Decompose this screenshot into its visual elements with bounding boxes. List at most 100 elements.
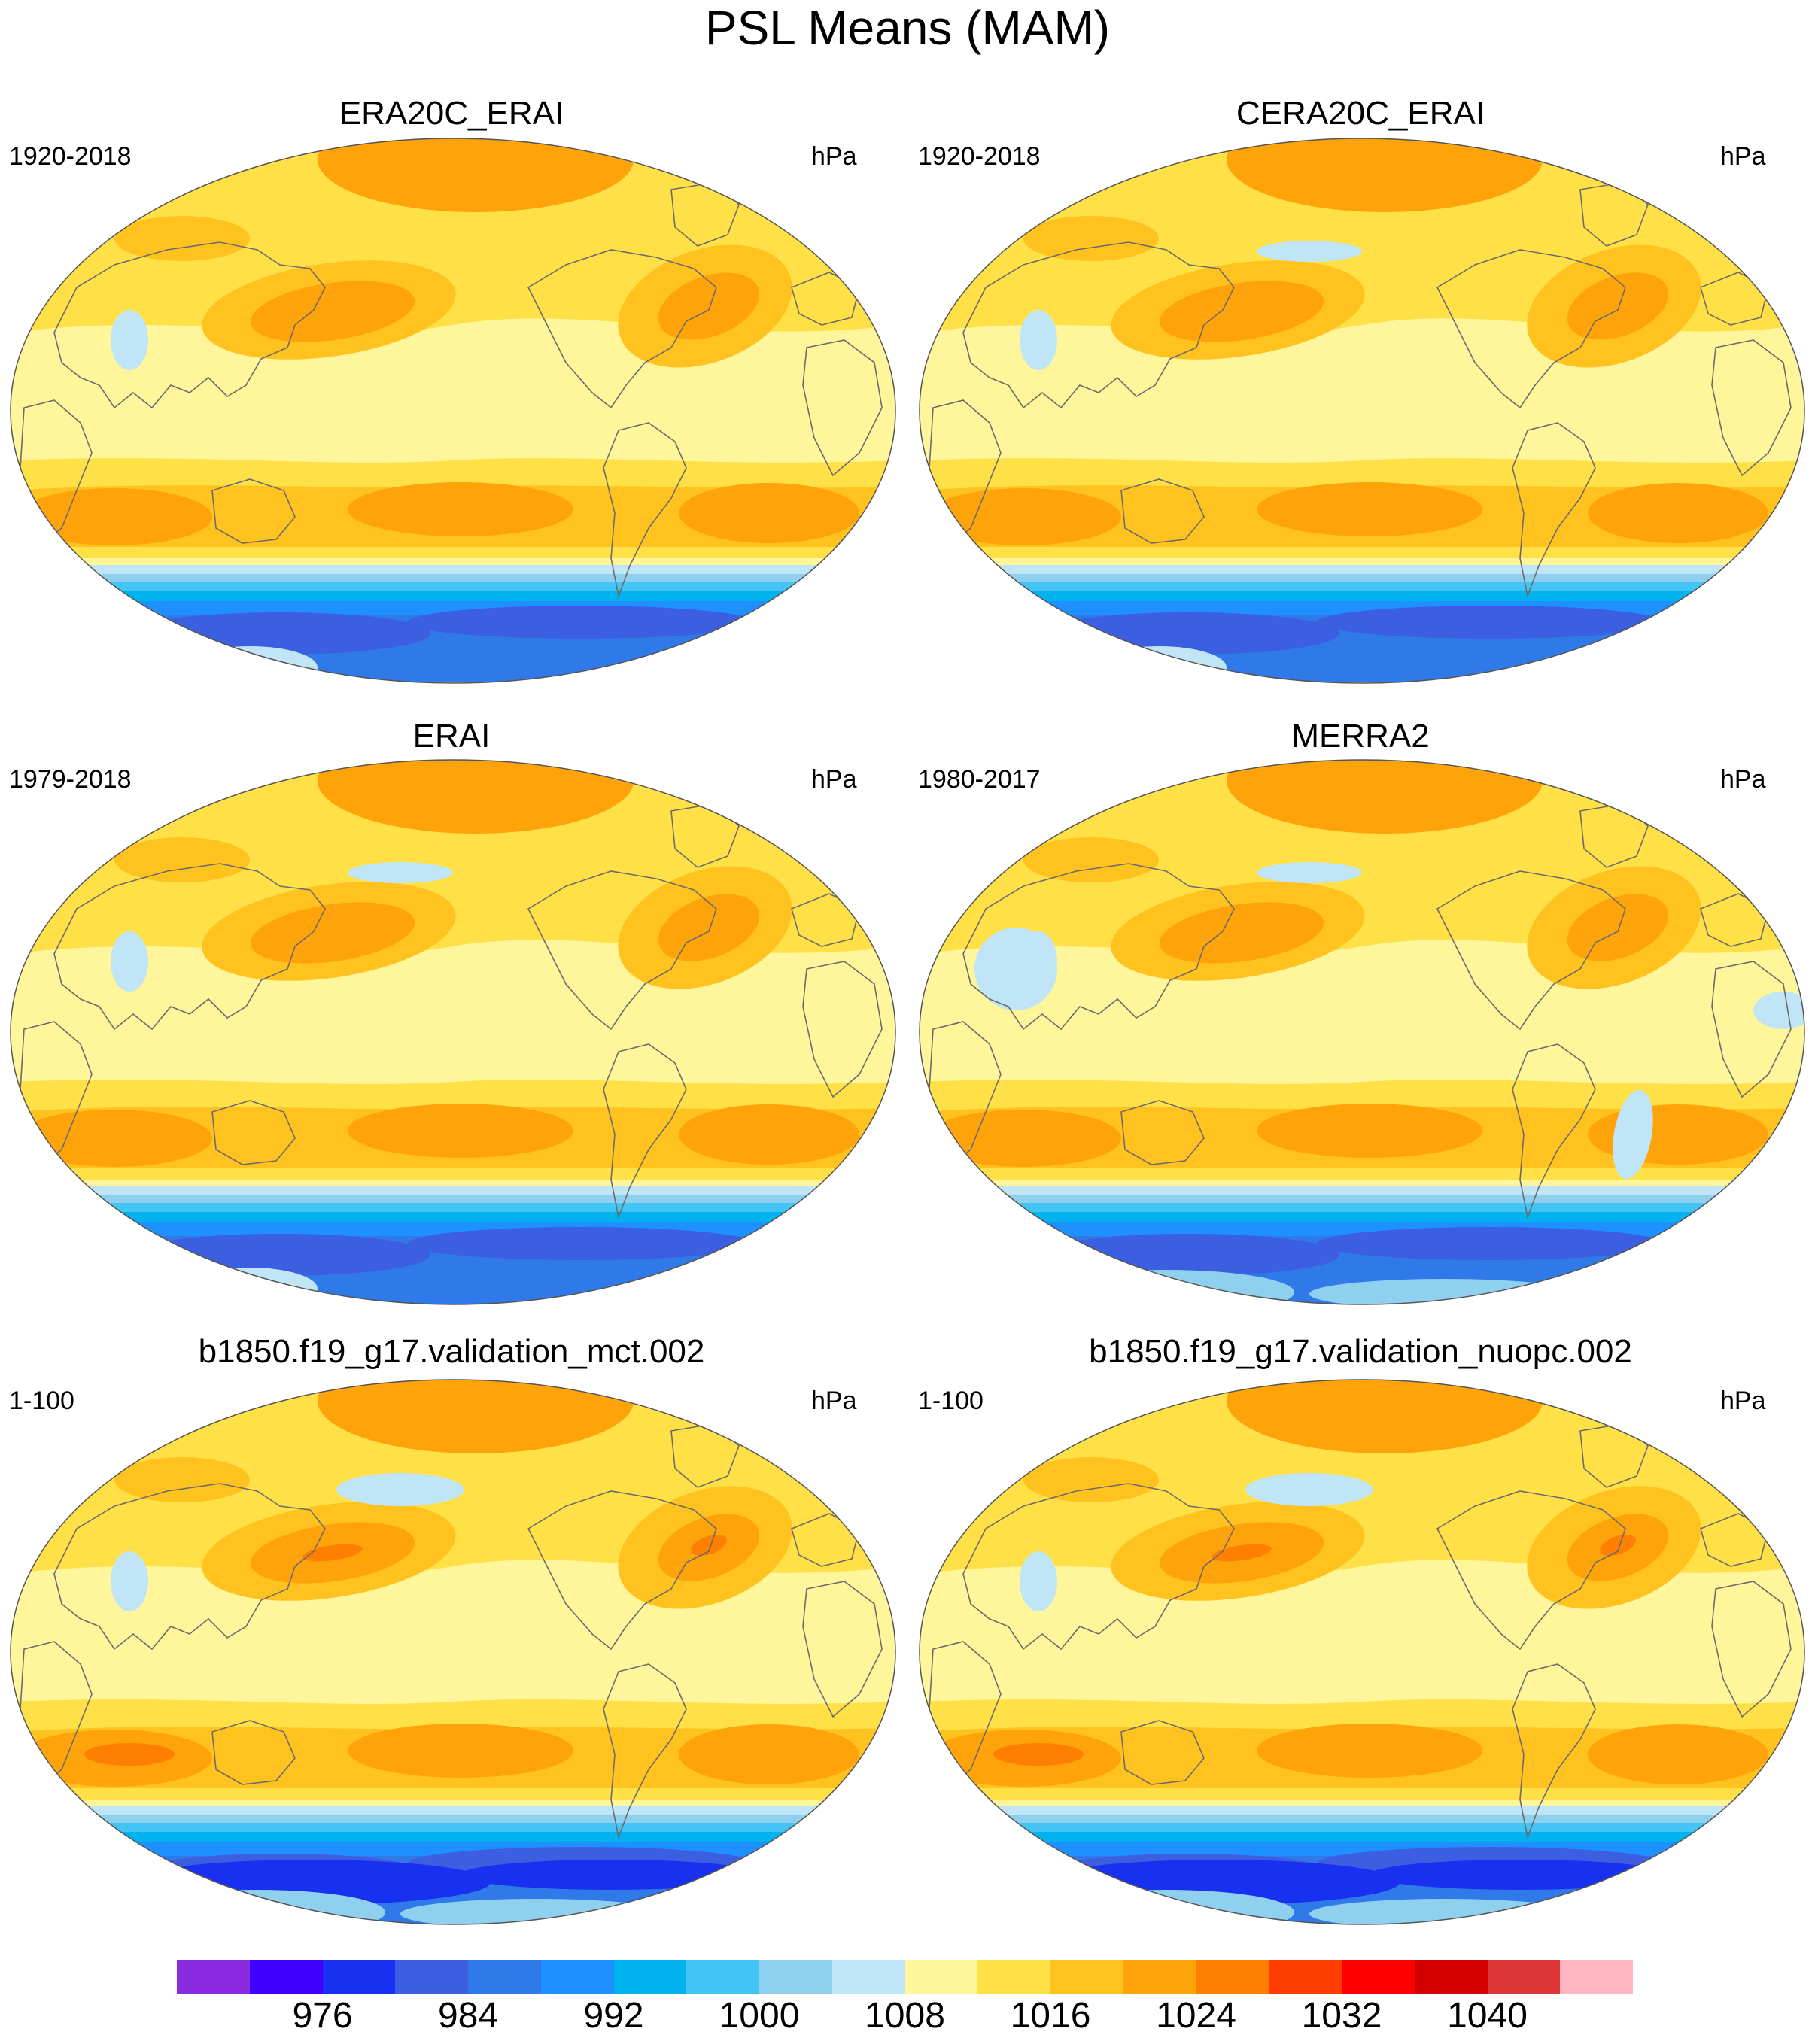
subtropical-high-core xyxy=(1212,1544,1272,1562)
panel-title-1: ERA20C_ERAI xyxy=(339,95,564,132)
colorbar-swatch xyxy=(1050,1960,1123,1994)
pressure-band xyxy=(920,1832,1804,1842)
polar-trough xyxy=(408,606,754,639)
coastline xyxy=(1711,1581,1792,1718)
aleutian-low xyxy=(1245,1473,1373,1506)
coastline xyxy=(211,1100,296,1165)
pressure-field xyxy=(11,1380,895,1924)
subtropical-high xyxy=(679,483,859,543)
map-outline xyxy=(919,138,1805,684)
pressure-band xyxy=(11,363,895,460)
subtropical-high xyxy=(348,1104,573,1158)
panel-units-3: hPa xyxy=(811,765,857,794)
colorbar-swatch xyxy=(322,1960,396,1994)
coastline xyxy=(1436,870,1626,1031)
map-panel-2 xyxy=(919,138,1805,684)
polar-trough-core xyxy=(461,1860,762,1890)
pressure-band xyxy=(920,1195,1804,1203)
colorbar-swatch xyxy=(249,1960,323,1994)
pressure-band xyxy=(11,1832,895,1842)
coastline xyxy=(603,1663,687,1839)
colorbar-swatch xyxy=(977,1960,1050,1994)
coastline xyxy=(1711,961,1792,1098)
colorbar-swatch xyxy=(613,1960,687,1994)
subtropical-high-core xyxy=(1600,1534,1636,1557)
subtropical-high-core xyxy=(691,1534,727,1557)
panel-title-3: ERAI xyxy=(412,718,491,755)
coastline xyxy=(791,272,860,326)
pressure-band xyxy=(920,1604,1804,1702)
polar-trough xyxy=(1693,1856,1804,1886)
coastline xyxy=(603,422,687,598)
coastline xyxy=(211,478,296,544)
panel-title-2: CERA20C_ERAI xyxy=(1236,95,1485,132)
pressure-band xyxy=(11,1186,895,1195)
colorbar-tick-label: 984 xyxy=(437,1996,499,2036)
subtropical-high xyxy=(1588,483,1768,543)
coastline xyxy=(603,1043,687,1219)
colorbar-tick-label: 976 xyxy=(292,1996,353,2036)
thermal-low xyxy=(1613,1089,1653,1180)
colorbar-swatch xyxy=(1269,1960,1342,1994)
coastline xyxy=(1711,339,1792,477)
colorbar-swatch xyxy=(686,1960,759,1994)
siberian-high xyxy=(1023,837,1159,882)
map-panel-5 xyxy=(10,1379,896,1925)
subtropical-high xyxy=(1588,1724,1768,1784)
thermal-low xyxy=(111,310,148,370)
arctic-high xyxy=(1227,760,1543,834)
subtropical-high xyxy=(348,482,573,536)
pressure-band xyxy=(920,1823,1804,1832)
pressure-band xyxy=(920,363,1804,460)
aleutian-low xyxy=(1257,241,1362,262)
pressure-band xyxy=(11,984,895,1082)
panel-units-4: hPa xyxy=(1720,765,1766,794)
panel-units-5: hPa xyxy=(811,1386,857,1415)
colorbar-swatch xyxy=(1123,1960,1196,1994)
subtropical-high xyxy=(1257,482,1482,536)
subtropical-high xyxy=(250,902,415,964)
pressure-band xyxy=(11,574,895,582)
subtropical-high xyxy=(1567,272,1669,340)
colorbar-swatch xyxy=(1487,1960,1561,1994)
panel-units-2: hPa xyxy=(1720,142,1766,171)
subtropical-high xyxy=(658,272,760,340)
map-outline xyxy=(919,1379,1805,1925)
coastline xyxy=(1700,893,1769,947)
pressure-band xyxy=(11,1604,895,1702)
colorbar-swatch xyxy=(1414,1960,1488,1994)
thermal-low xyxy=(1753,992,1804,1029)
pressure-band xyxy=(11,1203,895,1212)
subtropical-high xyxy=(17,488,212,545)
panel-units-6: hPa xyxy=(1720,1386,1766,1415)
siberian-high xyxy=(114,1457,250,1502)
polar-trough xyxy=(1317,606,1663,639)
thermal-low xyxy=(111,931,148,992)
colorbar-tick-label: 1016 xyxy=(1010,1996,1091,2036)
subtropical-high xyxy=(348,1724,573,1778)
pressure-band xyxy=(11,1806,895,1815)
aleutian-low xyxy=(1257,862,1362,883)
coastline xyxy=(527,870,717,1031)
map-panel-3 xyxy=(10,759,896,1305)
colorbar-swatch xyxy=(177,1960,250,1994)
pressure-band xyxy=(920,1815,1804,1823)
subtropical-high xyxy=(1159,281,1324,342)
polar-trough xyxy=(1693,615,1804,645)
map-outline xyxy=(10,1379,896,1925)
polar-trough xyxy=(129,612,430,655)
coastline xyxy=(802,961,883,1098)
polar-trough xyxy=(784,615,895,645)
coastline xyxy=(791,893,860,947)
panel-period-1: 1920-2018 xyxy=(9,142,132,171)
subtropical-high xyxy=(250,281,415,342)
colorbar-swatch xyxy=(831,1960,905,1994)
pressure-band xyxy=(11,1823,895,1832)
arctic-high xyxy=(1227,138,1543,212)
polar-trough xyxy=(784,1856,895,1886)
colorbar-tick-label: 1032 xyxy=(1301,1996,1382,2036)
colorbar xyxy=(177,1960,1633,1994)
coastline xyxy=(1700,1513,1769,1567)
subtropical-high xyxy=(679,1104,859,1165)
colorbar-tick-label: 992 xyxy=(583,1996,644,2036)
